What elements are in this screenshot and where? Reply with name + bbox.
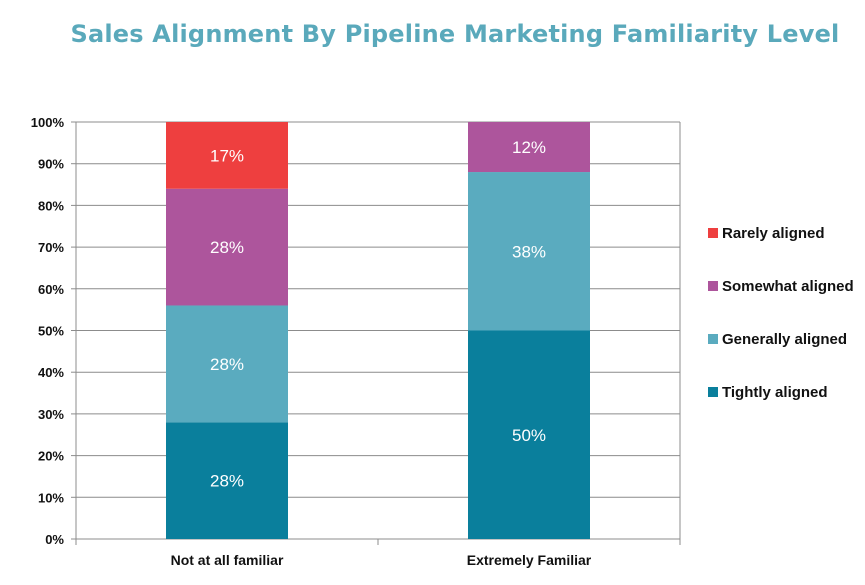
data-label: 50% [512,426,546,445]
legend-label: Somewhat aligned [722,278,854,295]
y-tick-label: 60% [38,282,64,297]
y-tick-label: 0% [45,532,64,547]
x-category-label: Not at all familiar [171,552,284,568]
chart-title: Sales Alignment By Pipeline Marketing Fa… [70,20,840,48]
y-tick-label: 50% [38,324,64,339]
bar-segment [166,188,288,306]
legend-swatch [708,228,718,238]
legend-label: Tightly aligned [722,384,828,401]
y-tick-label: 30% [38,407,64,422]
legend-label: Generally aligned [722,331,847,348]
y-tick-label: 40% [38,365,64,380]
legend-swatch [708,387,718,397]
data-label: 28% [210,238,244,257]
bar-segment [166,122,288,189]
data-label: 38% [512,242,546,261]
y-tick-label: 80% [38,198,64,213]
bar-segment [166,305,288,423]
y-tick-label: 70% [38,240,64,255]
legend-label: Rarely aligned [722,225,825,242]
y-tick-label: 90% [38,157,64,172]
y-tick-label: 20% [38,449,64,464]
legend-swatch [708,334,718,344]
data-label: 28% [210,355,244,374]
bar-segment [468,330,590,539]
y-tick-label: 10% [38,490,64,505]
bar-segment [468,172,590,331]
legend-swatch [708,281,718,291]
bar-segment [468,122,590,173]
data-label: 17% [210,146,244,165]
data-label: 28% [210,472,244,491]
bar-segment [166,422,288,539]
y-tick-label: 100% [31,115,65,130]
x-category-label: Extremely Familiar [467,552,592,568]
data-label: 12% [512,138,546,157]
